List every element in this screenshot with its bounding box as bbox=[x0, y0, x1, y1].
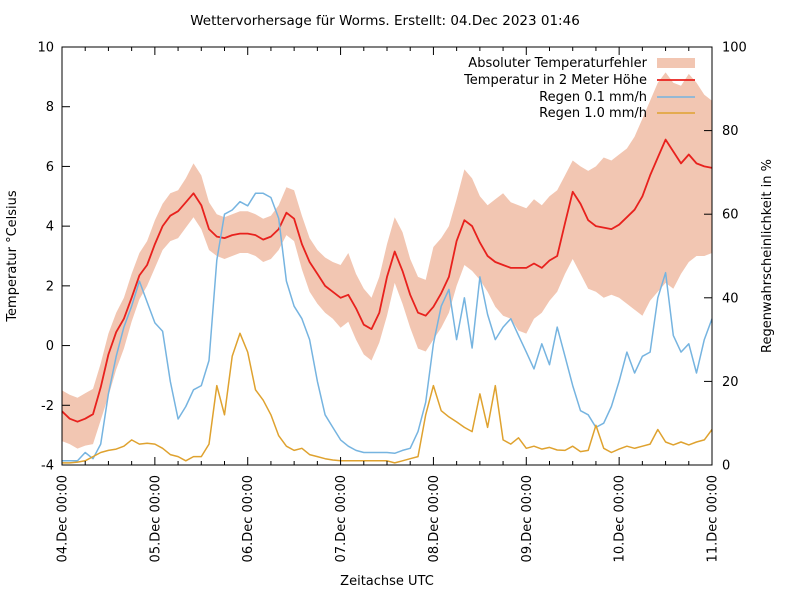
y-right-axis-label: Regenwahrscheinlichkeit in % bbox=[760, 159, 775, 353]
y-left-tick-label: 8 bbox=[46, 100, 54, 115]
y-left-tick-label: -2 bbox=[41, 399, 54, 414]
plot-border bbox=[61, 46, 713, 466]
legend: Absoluter Temperaturfehler Temperatur in… bbox=[463, 56, 695, 121]
y-right-tick-label: 60 bbox=[722, 208, 739, 223]
y-left-tick-label: 2 bbox=[46, 279, 54, 294]
x-tick-label: 11.Dec 00:00 bbox=[706, 475, 721, 562]
y-right-tick-label: 40 bbox=[722, 291, 739, 306]
y-left-tick-label: 6 bbox=[46, 160, 54, 175]
x-tick-label: 07.Dec 00:00 bbox=[334, 475, 349, 562]
y-left-tick-label: 0 bbox=[46, 339, 54, 354]
temperature-line bbox=[61, 138, 713, 423]
x-tick-label: 10.Dec 00:00 bbox=[613, 475, 628, 562]
y-right-tick-label: 80 bbox=[722, 124, 739, 139]
y-right-tick-label: 0 bbox=[722, 459, 730, 474]
rain-10-line bbox=[62, 332, 713, 464]
y-left-tick-label: 10 bbox=[37, 41, 54, 56]
x-tick-label: 04.Dec 00:00 bbox=[56, 475, 71, 562]
series bbox=[61, 72, 713, 464]
chart-title: Wettervorhersage für Worms. Erstellt: 04… bbox=[190, 13, 580, 29]
x-axis-label: Zeitachse UTC bbox=[340, 574, 434, 589]
y-left-tick-label: -4 bbox=[41, 459, 54, 474]
temperature-error-band bbox=[62, 72, 712, 449]
y-left-tick-label: 4 bbox=[46, 220, 54, 235]
legend-swatch-error-band bbox=[657, 58, 695, 68]
y-right-tick-label: 100 bbox=[722, 41, 747, 56]
x-tick-label: 05.Dec 00:00 bbox=[148, 475, 163, 562]
rain-01-line bbox=[62, 192, 713, 462]
x-tick-label: 06.Dec 00:00 bbox=[241, 475, 256, 562]
legend-label-error-band: Absoluter Temperaturfehler bbox=[468, 56, 647, 71]
legend-label-rain-01: Regen 0.1 mm/h bbox=[539, 90, 647, 105]
y-left-axis-label: Temperatur °Celsius bbox=[5, 190, 20, 323]
x-tick-label: 09.Dec 00:00 bbox=[520, 475, 535, 562]
legend-label-temperature: Temperatur in 2 Meter Höhe bbox=[463, 73, 647, 88]
y-right-tick-label: 20 bbox=[722, 375, 739, 390]
legend-label-rain-10: Regen 1.0 mm/h bbox=[539, 106, 647, 121]
x-tick-label: 08.Dec 00:00 bbox=[427, 475, 442, 562]
